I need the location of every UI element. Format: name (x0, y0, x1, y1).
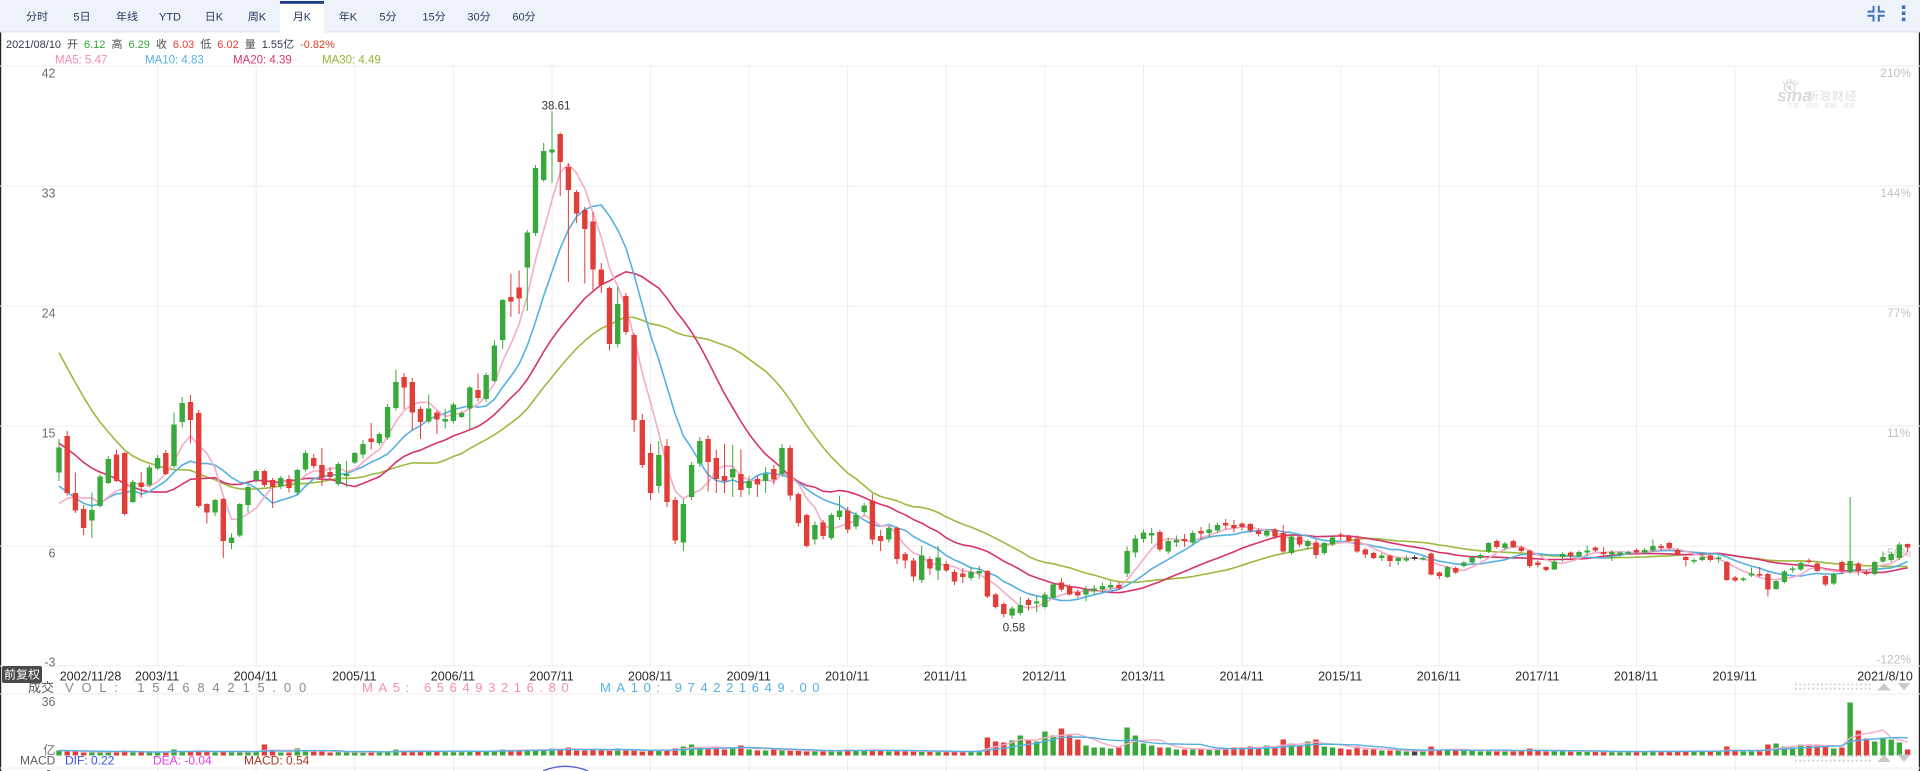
svg-text:-122%: -122% (1876, 653, 1911, 667)
svg-text:MA30: 4.49: MA30: 4.49 (322, 55, 381, 67)
svg-text:60: 60 (512, 11, 524, 23)
svg-text:MA10: 4.83: MA10: 4.83 (145, 55, 204, 67)
svg-text:MACD: MACD (20, 754, 56, 768)
svg-text:YTD: YTD (159, 11, 181, 23)
svg-text:1.55: 1.55 (262, 39, 283, 51)
svg-text:144%: 144% (1880, 186, 1911, 200)
svg-text:2015/11: 2015/11 (1318, 669, 1362, 683)
svg-text:15: 15 (42, 426, 56, 440)
svg-text:2003/11: 2003/11 (135, 669, 179, 683)
svg-text:MA5: 656493216.80: MA5: 656493216.80 (362, 680, 574, 695)
svg-text:2011/11: 2011/11 (924, 669, 967, 683)
svg-text:2013/11: 2013/11 (1121, 669, 1165, 683)
svg-text:11%: 11% (1887, 426, 1910, 440)
svg-text:·: · (1836, 104, 1838, 110)
svg-text:MA5: 5.47: MA5: 5.47 (55, 55, 107, 67)
svg-text:6.02: 6.02 (217, 39, 238, 51)
svg-text:2016/11: 2016/11 (1417, 669, 1461, 683)
svg-text:210%: 210% (1880, 66, 1911, 80)
svg-text:2021/08/10: 2021/08/10 (6, 39, 61, 51)
svg-text:·: · (1799, 104, 1801, 110)
svg-text:2002/11/28: 2002/11/28 (60, 669, 122, 683)
svg-text:2004/11: 2004/11 (234, 669, 278, 683)
svg-text:15: 15 (422, 11, 434, 23)
svg-text:2014/11: 2014/11 (1220, 669, 1264, 683)
svg-text:·: · (1818, 104, 1820, 110)
svg-text:K: K (350, 11, 358, 23)
svg-text:2017/11: 2017/11 (1515, 669, 1559, 683)
svg-text:5: 5 (379, 11, 385, 23)
svg-text:6.12: 6.12 (84, 39, 105, 51)
svg-text:K: K (304, 11, 312, 23)
svg-text:2018/11: 2018/11 (1614, 669, 1658, 683)
svg-text:-0.82%: -0.82% (300, 39, 335, 51)
svg-text:MA10: 974221649.00: MA10: 974221649.00 (600, 680, 825, 695)
svg-text:2021/8/10: 2021/8/10 (1857, 669, 1913, 683)
svg-text:2009/11: 2009/11 (727, 669, 771, 683)
svg-text:2008/11: 2008/11 (628, 669, 672, 683)
svg-text:38.61: 38.61 (542, 101, 571, 113)
svg-text:VOL: 154684215.00: VOL: 154684215.00 (65, 680, 314, 695)
svg-text:2019/11: 2019/11 (1713, 669, 1757, 683)
svg-text:2010/11: 2010/11 (825, 669, 869, 683)
svg-text:2007/11: 2007/11 (529, 669, 573, 683)
svg-text:2012/11: 2012/11 (1022, 669, 1066, 683)
svg-text:24: 24 (42, 306, 56, 320)
svg-text:5: 5 (73, 11, 79, 23)
svg-text:K: K (259, 11, 267, 23)
svg-text:6: 6 (49, 546, 56, 560)
svg-text:2005/11: 2005/11 (332, 669, 376, 683)
svg-text:30: 30 (467, 11, 479, 23)
svg-text:MACD: 0.54: MACD: 0.54 (244, 754, 310, 768)
svg-text:-3: -3 (44, 655, 55, 669)
svg-text:36: 36 (42, 695, 56, 709)
svg-text:6.29: 6.29 (129, 39, 150, 51)
svg-text:0.58: 0.58 (1003, 623, 1025, 635)
svg-text:33: 33 (42, 186, 56, 200)
svg-text:77%: 77% (1887, 306, 1911, 320)
svg-text:K: K (216, 11, 224, 23)
svg-text:42: 42 (42, 66, 56, 80)
svg-text:DIF: 0.22: DIF: 0.22 (65, 754, 115, 768)
svg-text:DEA: -0.04: DEA: -0.04 (153, 754, 212, 768)
svg-text:6.03: 6.03 (173, 39, 194, 51)
svg-text:MA20: 4.39: MA20: 4.39 (233, 55, 292, 67)
svg-text:2006/11: 2006/11 (431, 669, 475, 683)
